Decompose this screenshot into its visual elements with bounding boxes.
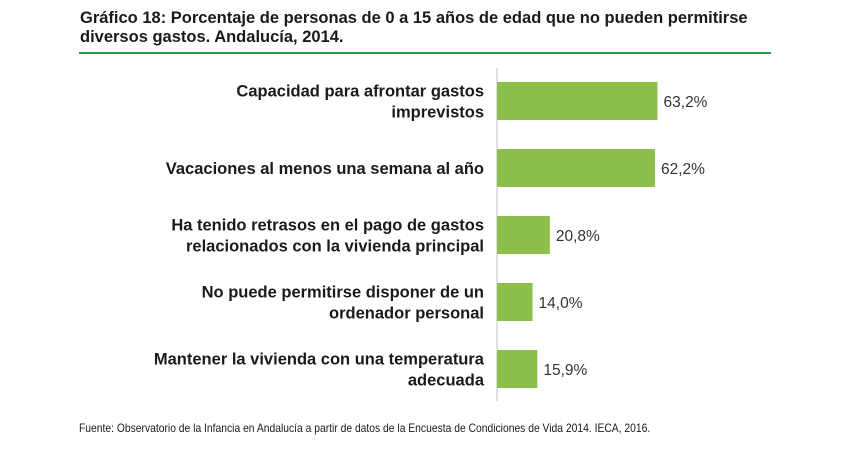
category-label-line: Vacaciones al menos una semana al año	[166, 160, 484, 178]
bar-2	[497, 149, 655, 187]
category-label-line: Ha tenido retrasos en el pago de gastos	[171, 217, 484, 235]
bar-3	[497, 216, 550, 254]
category-label-line: Capacidad para afrontar gastos	[236, 83, 484, 101]
bar-5	[497, 350, 538, 388]
category-label-2: Vacaciones al menos una semana al año	[166, 160, 484, 178]
value-label-1: 63,2%	[664, 94, 708, 111]
value-label-3: 20,8%	[556, 228, 600, 245]
category-label-line: relacionados con la vivienda principal	[186, 238, 484, 256]
category-label-1: Capacidad para afrontar gastos imprevisto…	[236, 83, 484, 122]
category-label-line: imprevistos	[391, 104, 484, 122]
chart-title: Gráfico 18: Porcentaje de personas de 0 …	[80, 9, 748, 46]
category-labels: Capacidad para afrontar gastos imprevisto…	[154, 83, 485, 390]
source-note: Fuente: Observatorio de la Infancia en A…	[79, 421, 651, 435]
value-label-2: 62,2%	[661, 161, 705, 178]
bars	[497, 82, 658, 388]
value-label-4: 14,0%	[539, 295, 583, 312]
title-divider	[79, 52, 771, 54]
bar-1	[497, 82, 658, 120]
value-labels: 63,2% 62,2% 20,8% 14,0% 15,9%	[539, 94, 708, 379]
value-label-5: 15,9%	[543, 362, 587, 379]
category-label-5: Mantener la vivienda con una temperatura…	[154, 351, 485, 390]
category-label-line: Mantener la vivienda con una temperatura	[154, 351, 485, 369]
bar-4	[497, 283, 533, 321]
category-label-line: adecuada	[408, 372, 485, 390]
category-label-line: No puede permitirse disponer de un	[202, 284, 484, 302]
category-label-3: Ha tenido retrasos en el pago de gastos r…	[171, 217, 484, 256]
category-label-line: ordenador personal	[329, 305, 484, 323]
category-label-4: No puede permitirse disponer de un ordena…	[202, 284, 484, 323]
